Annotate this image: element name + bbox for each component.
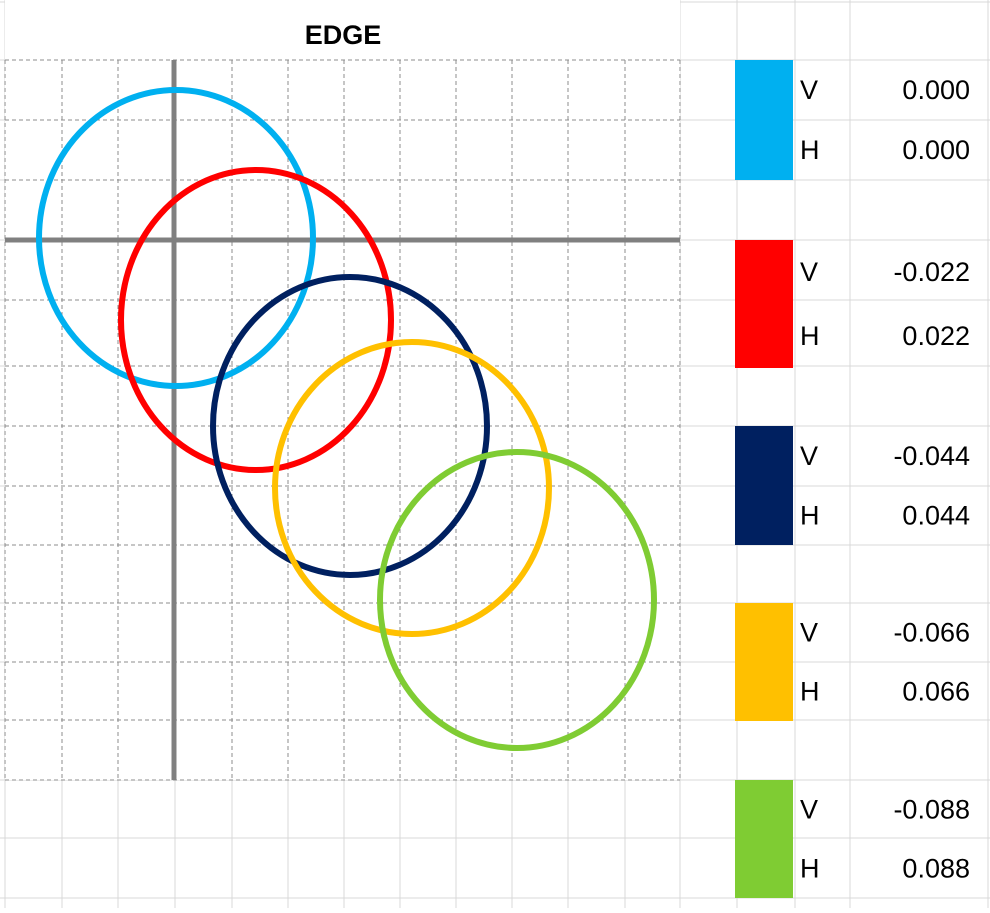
legend-value: 0.000: [902, 75, 970, 105]
chart-title: EDGE: [305, 20, 382, 50]
legend-label: V: [800, 795, 818, 825]
circle: [36, 87, 316, 389]
legend-value: -0.088: [893, 795, 970, 825]
legend-label: H: [800, 677, 820, 707]
legend-label: V: [800, 618, 818, 648]
legend-label: V: [800, 75, 818, 105]
legend-label: H: [800, 854, 820, 884]
legend-value: -0.066: [893, 618, 970, 648]
legend-label: V: [800, 257, 818, 287]
circle: [210, 274, 490, 578]
legend-value: 0.088: [902, 854, 970, 884]
legend-value: 0.044: [902, 500, 970, 530]
legend-value: -0.022: [893, 257, 970, 287]
legend-value: -0.044: [893, 441, 970, 471]
legend-value: 0.066: [902, 677, 970, 707]
legend-swatch: [735, 60, 793, 180]
legend-label: H: [800, 135, 820, 165]
circle: [377, 449, 657, 751]
chart-area: [5, 0, 680, 780]
circle: [272, 339, 552, 637]
legend-value: 0.022: [902, 321, 970, 351]
legend-value: 0.000: [902, 135, 970, 165]
circle: [118, 167, 394, 473]
legend-label: H: [800, 500, 820, 530]
legend-swatch: [735, 603, 793, 721]
legend-swatch: [735, 240, 793, 368]
legend-label: V: [800, 441, 818, 471]
legend: V 0.000 H 0.000 V -0.022 H 0.022 V -0.044 H 0.044 V -…: [735, 60, 970, 898]
legend-swatch: [735, 426, 793, 545]
legend-label: H: [800, 321, 820, 351]
legend-swatch: [735, 780, 793, 898]
